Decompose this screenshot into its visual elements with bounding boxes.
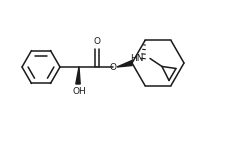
Polygon shape xyxy=(117,60,132,67)
Text: HN: HN xyxy=(130,54,144,63)
Polygon shape xyxy=(76,67,80,84)
Text: OH: OH xyxy=(72,86,86,95)
Text: O: O xyxy=(94,38,101,46)
Text: O: O xyxy=(110,62,117,72)
